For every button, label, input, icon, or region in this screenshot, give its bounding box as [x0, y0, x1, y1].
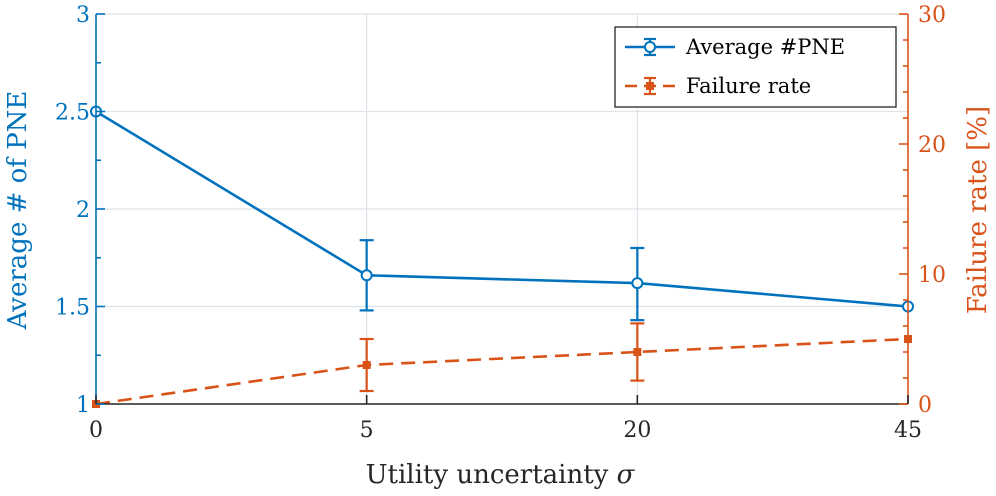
x-axis-title: Utility uncertainty σ	[366, 460, 636, 490]
series-layer	[90, 105, 914, 408]
legend-marker-average-pne	[644, 41, 656, 53]
y-tick-label-left-3: 2.5	[55, 101, 90, 126]
y-tick-label-right-1: 10	[918, 263, 946, 288]
x-axis-title-symbol: σ	[617, 460, 636, 490]
x-tick-label-3: 45	[894, 418, 922, 443]
y-tick-label-left-1: 1.5	[55, 296, 90, 321]
legend: Average #PNE Failure rate	[614, 26, 897, 108]
y-tick-label-right-0: 0	[918, 393, 932, 418]
x-tick-label-0: 0	[89, 418, 103, 443]
legend-label-average-pne: Average #PNE	[685, 35, 845, 59]
point-0-1	[360, 269, 373, 282]
legend-entry-failure-rate: Failure rate	[625, 74, 811, 98]
x-tick-label-2: 20	[623, 418, 651, 443]
y-axis-title-right: Failure rate [%]	[963, 106, 993, 314]
x-axis-title-text: Utility uncertainty	[366, 460, 609, 490]
series-line-0	[95, 110, 909, 308]
point-1-1	[362, 361, 371, 369]
y-tick-label-left-0: 1	[76, 393, 90, 418]
y-tick-label-left-2: 2	[76, 198, 90, 223]
y-tick-label-left-4: 3	[76, 3, 90, 28]
y-tick-label-right-2: 20	[918, 133, 946, 158]
y-axis-title-left: Average # of PNE	[3, 91, 33, 331]
series-line-1	[95, 337, 909, 406]
legend-box	[614, 26, 897, 108]
point-0-2	[631, 277, 644, 290]
legend-marker-failure-rate	[646, 82, 654, 90]
legend-entry-average-pne: Average #PNE	[625, 35, 845, 59]
point-1-2	[633, 348, 642, 356]
x-tick-label-1: 5	[360, 418, 374, 443]
legend-label-failure-rate: Failure rate	[686, 74, 811, 98]
y-tick-label-right-3: 30	[918, 3, 946, 28]
